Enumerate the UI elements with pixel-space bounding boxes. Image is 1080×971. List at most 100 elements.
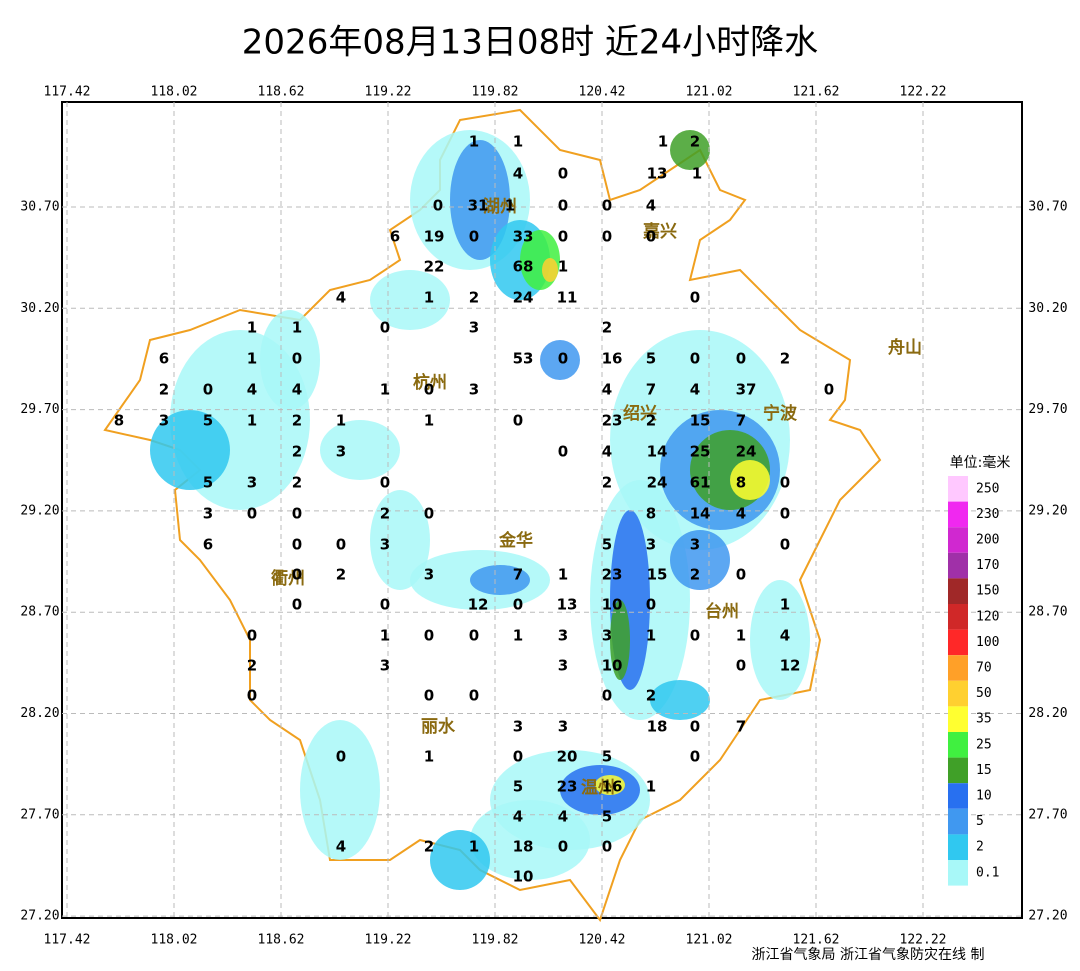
station-value: 4 <box>690 381 700 399</box>
rain-area <box>150 410 230 490</box>
station-value: 0 <box>380 474 390 492</box>
station-value: 0 <box>736 566 746 584</box>
station-value: 0 <box>292 505 302 523</box>
station-value: 4 <box>602 381 612 399</box>
station-value: 14 <box>690 505 711 523</box>
station-value: 10 <box>602 657 623 675</box>
station-value: 2 <box>780 350 790 368</box>
station-value: 0 <box>780 536 790 554</box>
legend-swatch <box>948 757 968 784</box>
station-value: 1 <box>424 412 434 430</box>
y-tick-label: 30.70 <box>1028 200 1067 215</box>
station-value: 2 <box>424 838 434 856</box>
station-value: 0 <box>292 596 302 614</box>
legend-label: 230 <box>976 507 999 522</box>
station-value: 24 <box>513 289 534 307</box>
y-tick-label: 30.70 <box>20 200 59 215</box>
rain-area <box>370 490 430 590</box>
station-value: 2 <box>292 474 302 492</box>
city-label: 温州 <box>581 778 615 798</box>
station-value: 0 <box>469 228 479 246</box>
station-value: 3 <box>380 536 390 554</box>
station-value: 0 <box>780 505 790 523</box>
station-value: 1 <box>646 627 656 645</box>
station-value: 31 <box>468 197 489 215</box>
city-label: 嘉兴 <box>642 221 677 242</box>
y-tick-label: 29.70 <box>1028 402 1067 417</box>
legend-label: 250 <box>976 481 999 496</box>
x-tick-label: 122.22 <box>900 85 947 100</box>
station-value: 1 <box>646 778 656 796</box>
rain-area <box>670 130 710 170</box>
station-value: 8 <box>646 505 656 523</box>
station-value: 3 <box>247 474 257 492</box>
station-value: 3 <box>424 566 434 584</box>
station-value: 5 <box>203 412 213 430</box>
station-value: 19 <box>424 228 445 246</box>
station-value: 6 <box>159 350 169 368</box>
station-value: 18 <box>647 718 668 736</box>
station-value: 6 <box>390 228 400 246</box>
city-label: 绍兴 <box>623 403 657 424</box>
legend-label: 35 <box>976 712 992 727</box>
station-value: 4 <box>336 289 346 307</box>
station-value: 0 <box>602 838 612 856</box>
x-tick-label: 121.62 <box>793 85 840 100</box>
station-value: 4 <box>602 443 612 461</box>
station-value: 5 <box>602 808 612 826</box>
station-value: 0 <box>292 350 302 368</box>
station-value: 11 <box>557 289 578 307</box>
station-value: 61 <box>690 474 711 492</box>
station-value: 1 <box>658 133 668 151</box>
station-value: 15 <box>647 566 668 584</box>
station-value: 1 <box>513 133 523 151</box>
legend-swatch <box>948 706 968 732</box>
station-value: 4 <box>513 808 523 826</box>
legend-label: 150 <box>976 584 999 599</box>
station-value: 2 <box>646 687 656 705</box>
station-value: 2 <box>336 566 346 584</box>
station-value: 13 <box>557 596 578 614</box>
city-label: 台州 <box>705 601 739 622</box>
station-value: 4 <box>513 165 523 183</box>
station-value: 2 <box>292 443 302 461</box>
station-value: 3 <box>159 412 169 430</box>
station-value: 0 <box>424 505 434 523</box>
legend-swatch <box>948 655 968 681</box>
station-value: 20 <box>557 748 578 766</box>
station-value: 0 <box>690 748 700 766</box>
city-label: 宁波 <box>763 403 798 424</box>
y-tick-label: 27.20 <box>20 909 59 924</box>
station-value: 0 <box>513 412 523 430</box>
station-value: 4 <box>336 838 346 856</box>
legend-label: 120 <box>976 609 999 624</box>
station-value: 0 <box>380 596 390 614</box>
station-value: 1 <box>558 566 568 584</box>
station-value: 24 <box>647 474 668 492</box>
station-value: 0 <box>424 687 434 705</box>
legend-title: 单位:毫米 <box>950 454 1011 471</box>
rain-area <box>470 800 590 880</box>
station-value: 12 <box>780 657 801 675</box>
station-value: 3 <box>336 443 346 461</box>
station-value: 0 <box>602 197 612 215</box>
station-value: 0 <box>336 536 346 554</box>
legend-label: 10 <box>976 789 992 804</box>
x-tick-label: 119.82 <box>472 85 519 100</box>
station-value: 7 <box>736 718 746 736</box>
y-tick-label: 28.20 <box>20 706 59 721</box>
station-value: 7 <box>513 566 523 584</box>
station-value: 68 <box>513 258 534 276</box>
station-value: 0 <box>736 657 746 675</box>
x-tick-label: 119.22 <box>365 85 412 100</box>
footer: 浙江省气象局 浙江省气象防灾在线 制 <box>752 946 985 963</box>
y-tick-label: 29.20 <box>1028 503 1067 518</box>
station-value: 0 <box>424 381 434 399</box>
legend-swatch <box>948 527 968 553</box>
station-value: 4 <box>292 381 302 399</box>
rain-area <box>320 420 400 480</box>
station-value: 5 <box>602 536 612 554</box>
station-value: 0 <box>780 474 790 492</box>
x-tick-label: 118.62 <box>258 85 305 100</box>
station-value: 1 <box>780 596 790 614</box>
